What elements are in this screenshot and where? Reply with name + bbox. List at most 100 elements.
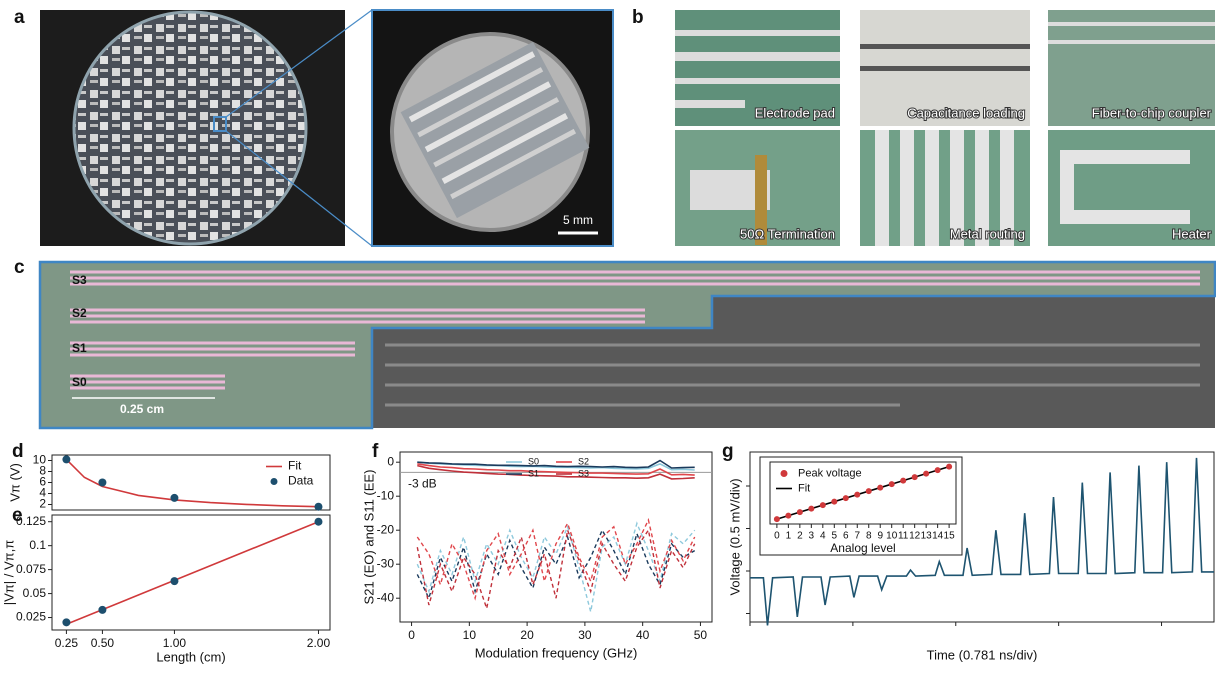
legend-label: S0 [528, 456, 539, 466]
x-tick-label: 40 [636, 628, 650, 642]
y-tick-label: -40 [377, 590, 395, 604]
x-tick-label: 9 [877, 531, 883, 542]
section-label: S1 [72, 341, 87, 355]
legend-label: Data [288, 474, 314, 488]
x-axis-label: Modulation frequency (GHz) [475, 645, 638, 660]
y-axis-label: S21 (EO) and S11 (EE) [361, 470, 376, 605]
data-point [797, 509, 803, 515]
data-point [785, 513, 791, 519]
panel-label: g [722, 441, 734, 462]
data-point [923, 471, 929, 477]
y-tick-label: 0.125 [16, 514, 46, 528]
x-tick-label: 0 [408, 628, 415, 642]
x-tick-label: 12 [909, 531, 921, 542]
panel-label: d [12, 441, 24, 462]
data-point [170, 494, 178, 502]
y-tick-label: 0 [387, 454, 394, 468]
section-label: S0 [72, 375, 87, 389]
data-point [62, 455, 70, 463]
micrograph-label: Electrode pad [755, 105, 835, 120]
figure: 5 mm Electrode pad Capacitance loading F… [0, 0, 1216, 674]
data-point [820, 502, 826, 508]
x-tick-label: 50 [694, 628, 708, 642]
scale-bar-label: 0.25 cm [120, 402, 164, 416]
legend-label: S3 [578, 468, 589, 478]
y-tick-label: 0.1 [29, 538, 46, 552]
x-tick-label: 3 [809, 531, 815, 542]
data-point [808, 506, 814, 512]
y-tick-label: 0.025 [16, 610, 46, 624]
data-point [831, 499, 837, 505]
chip-image [40, 262, 1215, 428]
legend-label: Fit [798, 482, 810, 494]
y-axis-label: Vπ (V) [7, 463, 22, 502]
micrograph-label: Fiber-to-chip coupler [1092, 105, 1212, 120]
panel-label: a [14, 7, 25, 28]
s11-line [417, 523, 694, 611]
data-point [912, 474, 918, 480]
x-tick-label: 4 [820, 531, 826, 542]
micrograph-label: Heater [1172, 226, 1212, 241]
legend-label: Fit [288, 459, 302, 473]
x-tick-label: 10 [886, 531, 898, 542]
data-point [98, 606, 106, 614]
micrograph-label: Capacitance loading [907, 105, 1025, 120]
x-tick-label: 5 [832, 531, 838, 542]
panel-label: f [372, 441, 379, 462]
legend-label: S1 [528, 468, 539, 478]
x-tick-label: 8 [866, 531, 872, 542]
x-tick-label: 0 [774, 531, 780, 542]
x-tick-label: 13 [921, 531, 933, 542]
data-point [935, 467, 941, 473]
data-point [866, 488, 872, 494]
x-axis-label: Analog level [830, 541, 895, 555]
x-tick-label: 7 [854, 531, 860, 542]
y-axis-label: |Vπ| / Vπ,π [1, 540, 16, 605]
y-tick-label: -10 [377, 488, 395, 502]
photo-coin [372, 10, 613, 246]
section-label: S3 [72, 273, 87, 287]
y-tick-label: -20 [377, 522, 395, 536]
x-tick-label: 0.25 [55, 636, 79, 650]
x-tick-label: 2.00 [307, 636, 331, 650]
data-point [877, 485, 883, 491]
x-tick-label: 6 [843, 531, 849, 542]
panel-label: b [632, 7, 644, 28]
data-point [314, 503, 322, 511]
legend-swatch [781, 470, 788, 477]
y-tick-label: 0.05 [23, 586, 47, 600]
y-axis-label: Voltage (0.5 mV/div) [727, 478, 742, 595]
x-tick-label: 11 [898, 531, 909, 542]
y-tick-label: -30 [377, 556, 395, 570]
section-label: S2 [72, 306, 87, 320]
x-tick-label: 2 [797, 531, 803, 542]
panel-label: c [14, 257, 25, 278]
s11-line [417, 520, 694, 598]
x-tick-label: 14 [932, 531, 944, 542]
x-axis-label: Time (0.781 ns/div) [927, 647, 1038, 662]
x-tick-label: 1 [786, 531, 792, 542]
scale-bar-label: 5 mm [563, 213, 593, 227]
x-tick-label: 20 [520, 628, 534, 642]
micrograph-label: 50Ω Termination [740, 226, 835, 241]
x-tick-label: 15 [944, 531, 956, 542]
micrographs [675, 10, 1215, 246]
data-point [62, 618, 70, 626]
data-point [854, 492, 860, 498]
data-point [98, 479, 106, 487]
annotation: -3 dB [408, 477, 437, 491]
data-point [170, 577, 178, 585]
x-tick-label: 1.00 [163, 636, 187, 650]
y-tick-label: 10 [33, 453, 47, 467]
data-point [900, 478, 906, 484]
x-tick-label: 0.50 [91, 636, 115, 650]
data-point [946, 464, 952, 470]
y-tick-label: 0.075 [16, 562, 46, 576]
x-tick-label: 10 [463, 628, 477, 642]
legend-swatch [271, 478, 278, 485]
micrograph-label: Metal routing [950, 226, 1025, 241]
data-point [314, 518, 322, 526]
data-point [774, 516, 780, 522]
photo-wafer [40, 10, 372, 246]
data-point [889, 481, 895, 487]
